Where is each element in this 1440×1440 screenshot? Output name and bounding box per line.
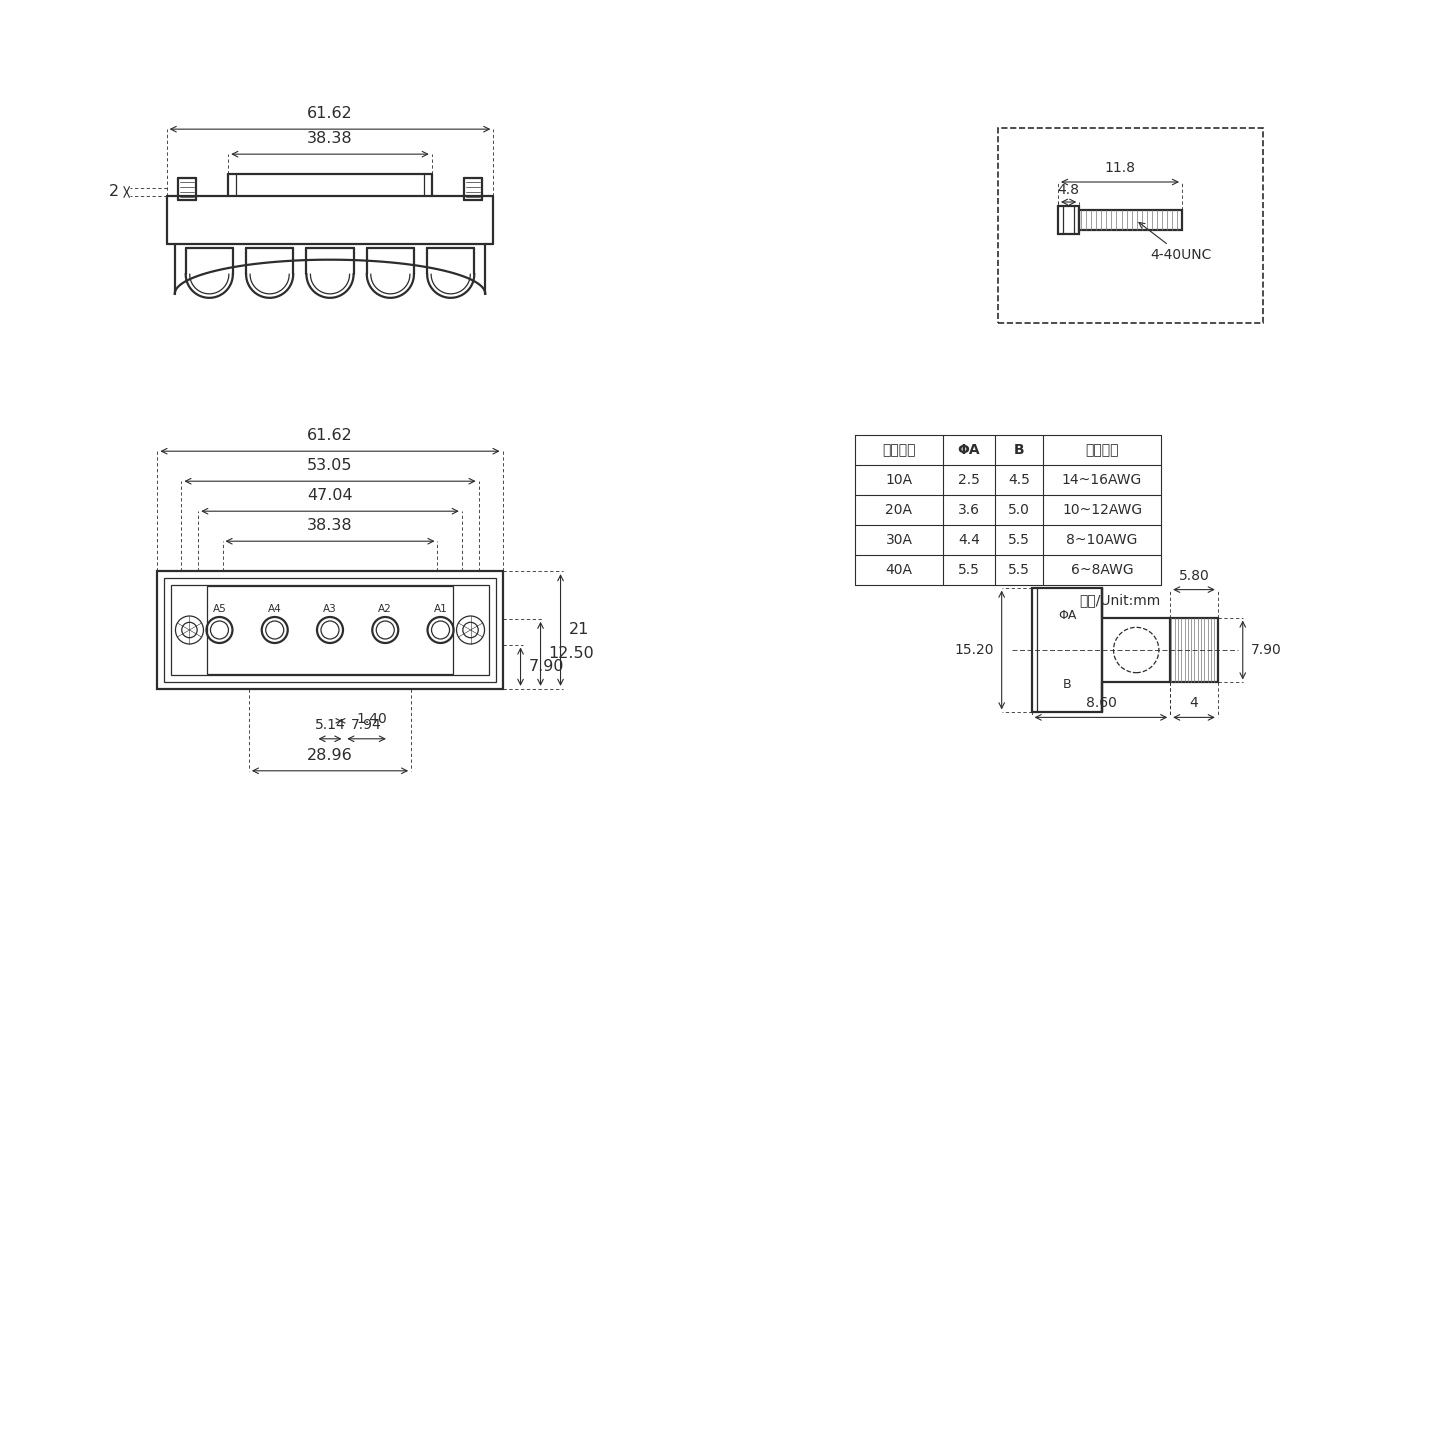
Text: 53.05: 53.05 <box>307 458 353 474</box>
Bar <box>1171 618 1218 683</box>
Text: A5: A5 <box>213 603 226 613</box>
Text: 28.96: 28.96 <box>307 747 353 763</box>
Text: 单位/Unit:mm: 单位/Unit:mm <box>1080 593 1161 608</box>
Text: A1: A1 <box>433 603 448 613</box>
Text: 7.90: 7.90 <box>1251 644 1282 657</box>
Text: 5.0: 5.0 <box>1008 503 1030 517</box>
Text: 6~8AWG: 6~8AWG <box>1071 563 1133 577</box>
Text: 30A: 30A <box>886 533 913 547</box>
Bar <box>1079 210 1182 230</box>
Text: 8.60: 8.60 <box>1086 697 1116 710</box>
Text: 额定电流: 额定电流 <box>883 444 916 456</box>
Text: 20A: 20A <box>886 503 913 517</box>
Text: 12.50: 12.50 <box>549 647 595 661</box>
Text: 15.20: 15.20 <box>955 644 994 657</box>
Text: B: B <box>1063 678 1071 691</box>
Text: A3: A3 <box>323 603 337 613</box>
Text: 61.62: 61.62 <box>307 428 353 444</box>
Text: 11.8: 11.8 <box>1104 161 1136 176</box>
Text: 14~16AWG: 14~16AWG <box>1061 472 1142 487</box>
Text: 7.90: 7.90 <box>528 660 564 674</box>
Bar <box>998 128 1263 323</box>
Text: 线材规格: 线材规格 <box>1086 444 1119 456</box>
Text: 7.94: 7.94 <box>351 717 382 732</box>
Bar <box>207 586 452 674</box>
Bar <box>164 579 495 681</box>
Text: 61.62: 61.62 <box>307 107 353 121</box>
Text: 8~10AWG: 8~10AWG <box>1066 533 1138 547</box>
Text: 5.5: 5.5 <box>1008 533 1030 547</box>
Bar <box>157 572 503 688</box>
Text: 5.5: 5.5 <box>1008 563 1030 577</box>
Text: 2.5: 2.5 <box>958 472 981 487</box>
Text: 4: 4 <box>1189 697 1198 710</box>
Text: 21: 21 <box>569 622 589 638</box>
Text: 38.38: 38.38 <box>307 131 353 145</box>
Text: 40A: 40A <box>886 563 913 577</box>
Text: 4-40UNC: 4-40UNC <box>1139 222 1212 262</box>
Text: 4.4: 4.4 <box>958 533 981 547</box>
Text: 5.80: 5.80 <box>1178 569 1210 583</box>
Text: B: B <box>1014 444 1024 456</box>
Text: A2: A2 <box>379 603 392 613</box>
Text: 5.5: 5.5 <box>958 563 981 577</box>
Text: A4: A4 <box>268 603 282 613</box>
Text: 5.14: 5.14 <box>314 717 346 732</box>
Text: 10~12AWG: 10~12AWG <box>1061 503 1142 517</box>
Text: 2: 2 <box>108 184 118 200</box>
Bar <box>171 585 488 675</box>
Text: ΦA: ΦA <box>1058 609 1076 622</box>
Text: ΦA: ΦA <box>958 444 981 456</box>
Bar <box>1031 588 1102 713</box>
Text: 3.6: 3.6 <box>958 503 981 517</box>
Text: 4.8: 4.8 <box>1057 183 1080 197</box>
Bar <box>1058 206 1079 233</box>
Text: 10A: 10A <box>886 472 913 487</box>
Text: 4.5: 4.5 <box>1008 472 1030 487</box>
Text: 1.40: 1.40 <box>356 711 387 726</box>
Text: 47.04: 47.04 <box>307 488 353 503</box>
Text: 38.38: 38.38 <box>307 518 353 533</box>
